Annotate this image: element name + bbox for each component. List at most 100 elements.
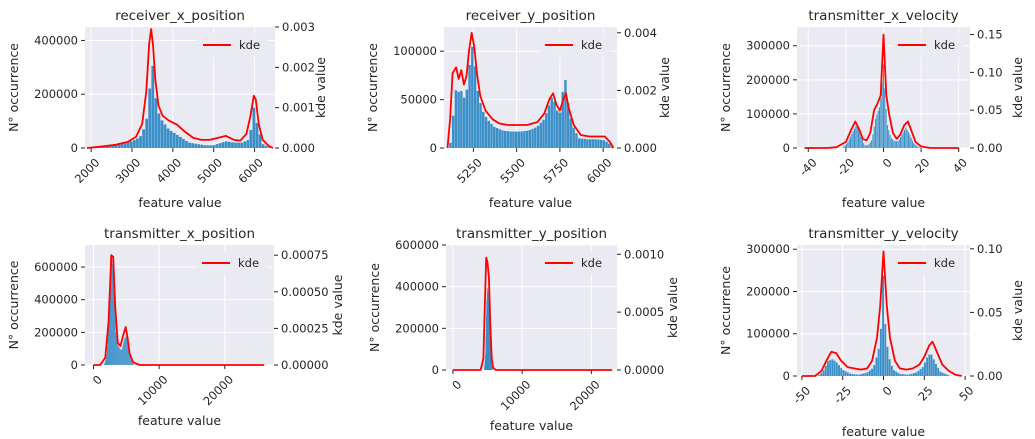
histogram-bar bbox=[454, 90, 458, 148]
x-tick-label: 2000 bbox=[72, 155, 103, 186]
histogram-bar bbox=[252, 107, 256, 148]
legend-label: kde bbox=[934, 38, 955, 52]
histogram-bar bbox=[838, 365, 840, 376]
histogram-bar bbox=[127, 346, 129, 365]
x-tick-label: 5000 bbox=[194, 155, 225, 186]
y2-axis-label: kde value bbox=[330, 274, 345, 335]
histogram-bar bbox=[946, 374, 948, 376]
y-tick-label: 0 bbox=[783, 369, 790, 383]
histogram-bar bbox=[843, 146, 845, 148]
histogram-bar bbox=[608, 143, 611, 148]
histogram-bar bbox=[128, 351, 130, 365]
y-tick-label: 100000 bbox=[746, 107, 790, 121]
histogram-bar bbox=[128, 349, 129, 365]
y2-tick-label: 0.0005 bbox=[624, 305, 664, 319]
x-tick-label: 20000 bbox=[200, 372, 236, 408]
histogram-bar bbox=[859, 132, 861, 148]
histogram-bar bbox=[215, 144, 219, 148]
histogram-bar bbox=[912, 373, 915, 376]
y2-tick-label: 0.00050 bbox=[281, 285, 329, 299]
histogram-bar bbox=[449, 142, 452, 148]
histogram-bar bbox=[471, 46, 474, 149]
histogram-bar bbox=[163, 124, 167, 148]
legend: kde bbox=[892, 33, 964, 57]
histogram-bar bbox=[855, 126, 857, 148]
histogram-bar bbox=[873, 365, 876, 376]
histogram-bar bbox=[525, 130, 529, 148]
histogram-bar bbox=[844, 145, 846, 148]
histogram-bar bbox=[822, 370, 825, 376]
kde-line bbox=[452, 256, 613, 371]
y2-tick-label: 0.0010 bbox=[624, 247, 664, 261]
x-tick-label: 25 bbox=[915, 383, 935, 403]
y-tick-label: 300000 bbox=[746, 39, 790, 53]
histogram-bar bbox=[605, 141, 608, 148]
y-tick-label: 200000 bbox=[34, 325, 78, 339]
histogram-bar bbox=[121, 349, 123, 365]
y-tick-label: 100000 bbox=[746, 327, 790, 341]
histogram-bar bbox=[126, 141, 130, 148]
histogram-bar bbox=[498, 129, 501, 148]
y-tick-label: 0 bbox=[432, 363, 439, 377]
histogram-bar bbox=[851, 374, 854, 376]
histogram-bar bbox=[580, 138, 584, 148]
histogram-bar bbox=[124, 337, 126, 365]
histogram-bar bbox=[868, 370, 871, 376]
x-axis-label: feature value bbox=[138, 413, 222, 428]
histogram-bar bbox=[886, 346, 889, 376]
histogram-bar bbox=[115, 332, 117, 365]
histogram-bar bbox=[860, 374, 862, 376]
histogram-bar bbox=[545, 113, 548, 148]
x-tick-label: 10000 bbox=[135, 372, 171, 408]
x-axis-label: feature value bbox=[842, 195, 926, 210]
y-tick-label: 300000 bbox=[746, 242, 790, 256]
histogram-bar bbox=[919, 369, 922, 376]
histogram-bar bbox=[119, 348, 121, 365]
histogram-bar bbox=[900, 137, 902, 148]
histogram-bar bbox=[831, 359, 834, 376]
histogram-bar bbox=[937, 367, 940, 376]
histogram-bar bbox=[151, 65, 155, 148]
histogram-bar bbox=[907, 132, 909, 148]
histogram-bar bbox=[827, 361, 829, 376]
histogram-bar bbox=[451, 115, 455, 148]
histogram-bar bbox=[835, 362, 838, 376]
histogram-bar bbox=[893, 140, 895, 148]
histogram-bar bbox=[264, 145, 268, 148]
histogram-bar bbox=[886, 125, 888, 148]
histogram-bar bbox=[914, 144, 916, 148]
histogram-bar bbox=[893, 370, 896, 376]
histogram-bar bbox=[586, 139, 589, 148]
histogram-bar bbox=[249, 129, 253, 148]
histogram-bar bbox=[457, 91, 460, 148]
x-tick-label: 0 bbox=[449, 377, 464, 392]
histogram-bar bbox=[591, 139, 595, 148]
y2-tick-label: 0.00075 bbox=[281, 248, 329, 262]
histogram-bar bbox=[104, 364, 105, 365]
y-tick-label: 0 bbox=[783, 141, 790, 155]
legend-label: kde bbox=[934, 256, 955, 270]
kde-line bbox=[801, 250, 962, 377]
histogram-bar bbox=[123, 343, 124, 365]
histogram-bar bbox=[160, 120, 164, 148]
histogram-bar bbox=[109, 304, 111, 365]
histogram-bar bbox=[108, 331, 109, 365]
y-tick-label: 200000 bbox=[746, 73, 790, 87]
histogram-bar bbox=[910, 373, 913, 376]
histogram-bar bbox=[182, 138, 185, 148]
histogram-bar bbox=[178, 136, 182, 148]
histogram-bar bbox=[132, 363, 134, 365]
histogram-bar bbox=[840, 367, 843, 376]
histogram-bar bbox=[863, 143, 865, 148]
histogram-bar bbox=[506, 131, 510, 148]
histogram-bar bbox=[114, 144, 118, 148]
y-tick-label: 600000 bbox=[395, 238, 439, 252]
histogram-bar bbox=[866, 372, 869, 376]
histogram-bar bbox=[897, 373, 900, 376]
histogram-bar bbox=[501, 130, 504, 148]
y-tick-label: 400000 bbox=[34, 293, 78, 307]
histogram-bar bbox=[926, 357, 929, 376]
histogram-bar bbox=[118, 346, 119, 365]
histogram-bar bbox=[875, 357, 878, 376]
histogram-bar bbox=[246, 140, 250, 148]
